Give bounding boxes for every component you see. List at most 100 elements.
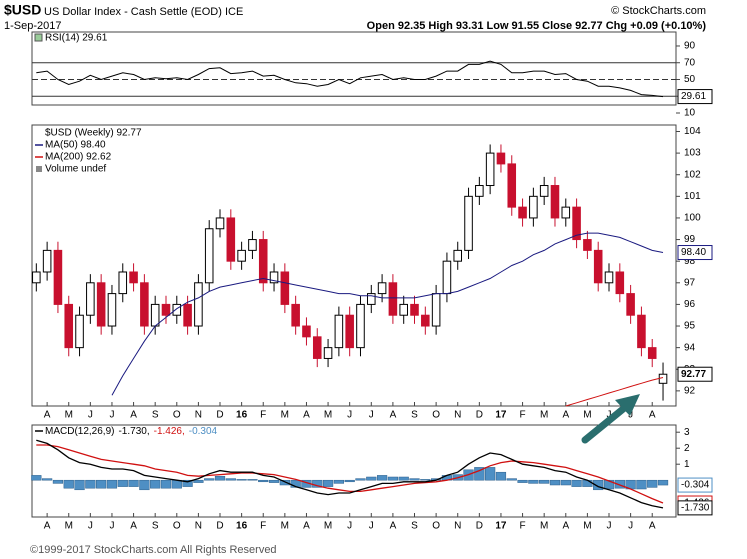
candle-body [118,271,128,295]
candle-body [485,152,495,187]
x-tick-label: J [369,521,374,532]
x-tick-label: M [324,521,332,532]
histogram-bar [258,479,269,483]
x-tick-label: A [303,410,310,421]
candle-body [356,303,365,349]
histogram-bar [182,479,193,487]
x-tick-label: M [324,410,332,421]
arrow-head [615,394,640,416]
y-tick-label: 50 [684,74,696,85]
candle-body [183,303,192,327]
candle-body [647,347,657,359]
legend-label: MACD(12,26,9) -1.730, -1.426, -0.304 [45,426,218,437]
histogram-bar [409,478,420,481]
candle-body [75,314,84,349]
x-tick-label: F [260,410,266,421]
x-tick-label: O [432,521,440,532]
histogram-bar [96,479,107,489]
x-tick-label: N [195,521,202,532]
candle-body [248,239,257,251]
y-tick-label: 101 [684,191,701,202]
arrow-shaft [581,401,632,444]
candle-body [496,152,506,165]
x-tick-label: M [65,410,73,421]
histogram-bar [52,479,64,484]
x-tick-label: M [583,410,591,421]
footer: ©1999-2017 StockCharts.com All Rights Re… [30,544,277,556]
value-label: -0.304 [681,480,710,491]
x-tick-label: F [260,521,266,532]
x-tick-label: J [607,410,612,421]
value-label: 29.61 [681,91,706,102]
histogram-bar [279,479,290,486]
histogram-bar [268,479,280,483]
histogram-bar [322,479,334,487]
x-tick-label: 17 [495,410,507,421]
x-tick-label: O [432,410,440,421]
candle-body [529,195,538,219]
y-tick-label: 98 [684,256,696,267]
x-tick-label: M [65,521,73,532]
x-tick-label: N [454,521,461,532]
x-tick-label: A [390,521,397,532]
histogram-bar [485,467,496,481]
histogram-bar [603,479,615,490]
histogram-bar [560,479,571,486]
y-tick-label: 3 [684,427,690,438]
y-tick-label: 95 [684,321,696,332]
candle-body [140,282,149,327]
candle-body [334,314,344,349]
x-tick-label: J [88,521,93,532]
panel [31,124,677,407]
x-tick-label: J [628,410,633,421]
y-tick-label: 10 [684,108,696,119]
histogram-bar [506,478,517,481]
candle-body [226,217,236,262]
histogram-bar [160,479,172,489]
histogram-bar [517,479,528,483]
candle-body [550,185,560,219]
x-tick-label: J [347,521,352,532]
histogram-bar [117,479,128,487]
candle-body [572,206,581,241]
histogram-bar [214,475,226,481]
x-tick-label: A [303,521,310,532]
candle-body [129,271,138,284]
histogram-bar [474,467,485,481]
candle-body [269,271,279,284]
x-tick-label: N [454,410,461,421]
x-tick-label: M [281,410,289,421]
candle-body [302,325,311,338]
panel [31,31,677,106]
candle-body [475,185,484,197]
x-tick-label: 16 [236,410,248,421]
candle-body [172,303,182,316]
x-tick-label: J [109,521,114,532]
legend-label: MA(200) 92.62 [45,152,112,163]
x-tick-label: D [216,521,223,532]
candle-body [237,249,246,262]
x-tick-label: A [130,521,137,532]
x-tick-label: A [44,410,51,421]
histogram-bar [106,479,118,489]
y-tick-label: 92 [684,386,696,397]
x-tick-label: M [540,521,548,532]
quote: Open 92.35 High 93.31 Low 91.55 Close 92… [367,20,707,32]
histogram-bar [247,479,258,481]
histogram-bar [193,479,204,483]
histogram-bar [204,478,215,481]
candle-body [421,314,430,327]
candle-body [32,271,41,284]
candle-body [518,206,527,219]
x-tick-label: F [520,410,526,421]
y-tick-label: 100 [684,213,701,224]
x-tick-label: N [195,410,202,421]
histogram-bar [344,479,355,483]
candle-body [107,293,117,327]
x-tick-label: M [583,521,591,532]
series-line [36,439,664,509]
source: © StockCharts.com [611,5,706,17]
histogram-bar [128,479,139,487]
